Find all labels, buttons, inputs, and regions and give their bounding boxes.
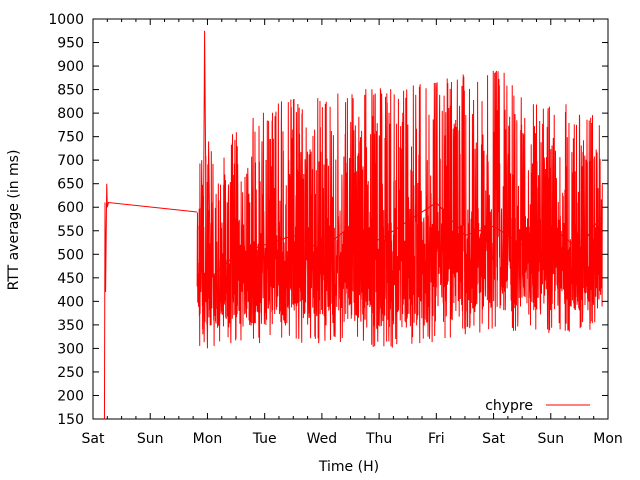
y-tick-label: 750 [57, 130, 84, 146]
y-tick-label: 700 [57, 153, 84, 169]
y-tick-label: 650 [57, 177, 84, 193]
x-tick-label: Sat [82, 431, 105, 447]
y-tick-label: 400 [57, 294, 84, 310]
y-tick-label: 450 [57, 271, 84, 287]
x-tick-label: Sun [137, 431, 164, 447]
y-axis-ticks: 150 200 250 300 350 400 450 500 550 600 650 700 750 8… [48, 12, 608, 428]
x-tick-label: Sat [482, 431, 505, 447]
y-tick-label: 950 [57, 36, 84, 52]
plot-area [92, 18, 609, 420]
y-tick-label: 500 [57, 247, 84, 263]
legend-label-chypre: chypre [485, 398, 533, 414]
y-tick-label: 250 [57, 365, 84, 381]
y-tick-label: 850 [57, 83, 84, 99]
series-chypre-initial [103, 183, 198, 420]
x-axis-ticks: Sat Sun Mon Tue Wed Thu Fri Sat Sun Mon [82, 19, 623, 447]
x-tick-label: Thu [365, 431, 392, 447]
y-tick-label: 1000 [48, 12, 84, 28]
y-tick-label: 550 [57, 224, 84, 240]
x-tick-label: Sun [537, 431, 564, 447]
y-tick-label: 300 [57, 341, 84, 357]
series-chypre-dense [196, 70, 603, 348]
y-tick-label: 350 [57, 318, 84, 334]
x-tick-label: Fri [428, 431, 445, 447]
y-axis-label: RTT average (in ms) [6, 150, 22, 291]
y-tick-label: 800 [57, 106, 84, 122]
x-tick-label: Mon [593, 431, 623, 447]
y-tick-label: 600 [57, 200, 84, 216]
x-axis-label: Time (H) [318, 459, 379, 475]
legend: chypre [485, 398, 590, 414]
x-tick-label: Wed [307, 431, 338, 447]
y-tick-label: 150 [57, 412, 84, 428]
y-tick-label: 200 [57, 388, 84, 404]
x-tick-label: Mon [193, 431, 223, 447]
y-tick-label: 900 [57, 59, 84, 75]
x-tick-label: Tue [252, 431, 277, 447]
series-chypre-peaks [198, 30, 603, 349]
